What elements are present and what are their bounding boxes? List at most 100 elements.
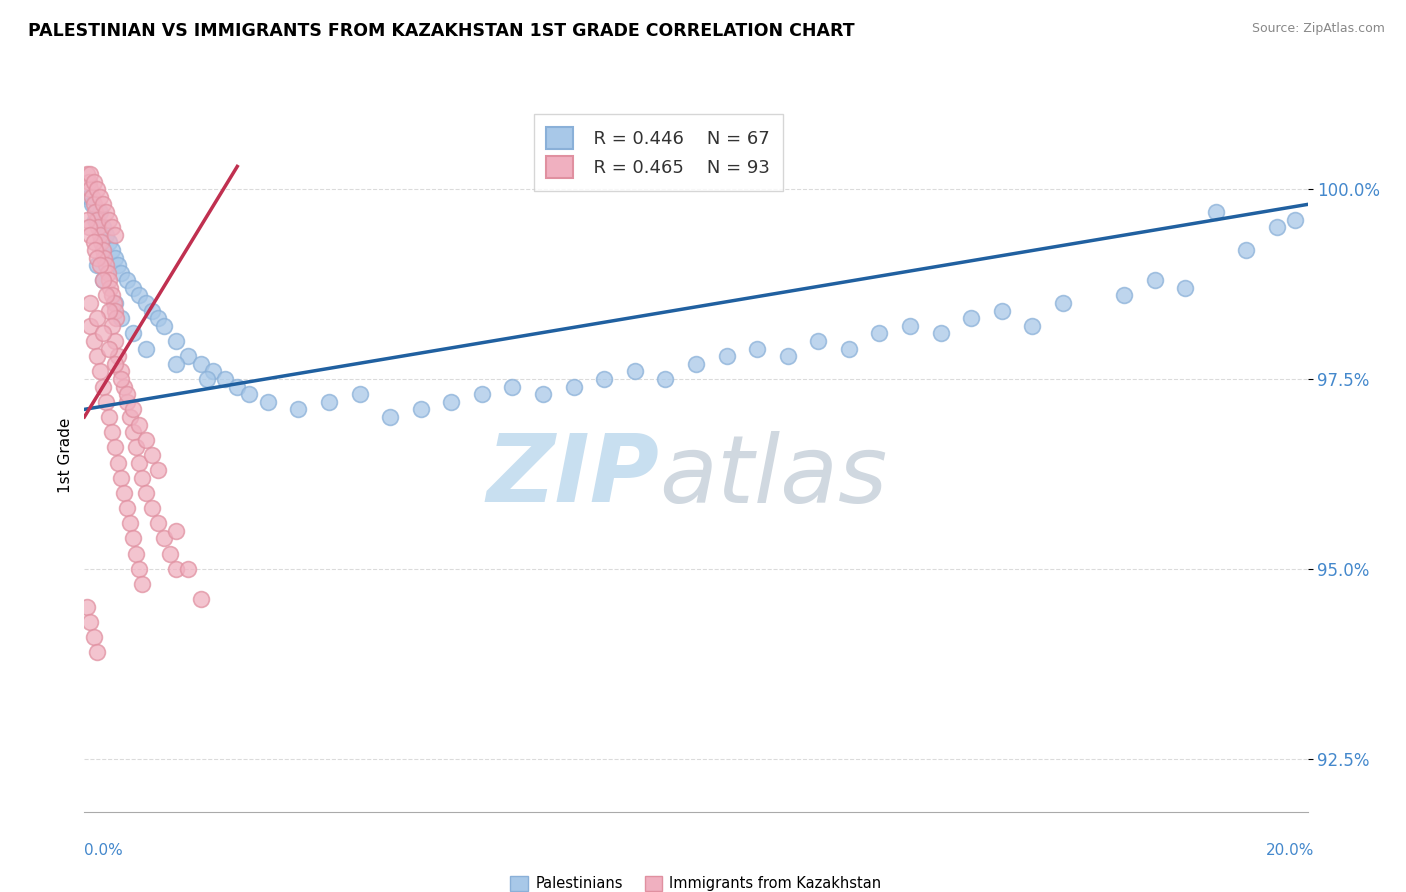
Point: [745, 342, 768, 356]
Point: [128, 417, 150, 432]
Point: [257, 394, 280, 409]
Point: [79, 227, 101, 242]
Point: [165, 524, 187, 538]
Point: [77, 175, 100, 189]
Point: [83, 334, 105, 348]
Point: [593, 372, 616, 386]
Point: [110, 372, 132, 386]
Point: [94, 288, 117, 302]
Point: [107, 258, 129, 272]
Point: [125, 547, 148, 561]
Point: [122, 281, 145, 295]
Point: [122, 402, 145, 417]
Point: [146, 311, 169, 326]
Point: [84, 205, 107, 219]
Point: [990, 303, 1012, 318]
Point: [141, 303, 163, 318]
Point: [776, 349, 799, 363]
Point: [76, 212, 98, 227]
Point: [104, 296, 127, 310]
Point: [195, 372, 218, 386]
Point: [101, 288, 124, 302]
Point: [97, 303, 120, 318]
Text: ZIP: ZIP: [486, 430, 659, 523]
Point: [98, 281, 121, 295]
Point: [115, 273, 138, 287]
Text: atlas: atlas: [659, 431, 887, 522]
Point: [90, 235, 112, 250]
Point: [135, 296, 157, 310]
Point: [103, 296, 125, 310]
Point: [1052, 296, 1074, 310]
Point: [898, 318, 921, 333]
Point: [1021, 318, 1043, 333]
Point: [94, 227, 117, 242]
Point: [79, 167, 101, 181]
Point: [80, 197, 103, 211]
Point: [94, 394, 117, 409]
Point: [97, 342, 120, 356]
Point: [159, 547, 181, 561]
Point: [125, 440, 148, 454]
Point: [115, 501, 138, 516]
Point: [128, 288, 150, 302]
Point: [83, 630, 105, 644]
Point: [1114, 288, 1136, 302]
Point: [86, 251, 108, 265]
Point: [685, 357, 707, 371]
Text: Source: ZipAtlas.com: Source: ZipAtlas.com: [1251, 22, 1385, 36]
Point: [79, 615, 101, 629]
Point: [91, 273, 114, 287]
Point: [101, 220, 124, 235]
Point: [84, 243, 107, 257]
Legend: Palestinians, Immigrants from Kazakhstan: Palestinians, Immigrants from Kazakhstan: [505, 870, 887, 892]
Point: [104, 303, 127, 318]
Point: [104, 251, 127, 265]
Point: [89, 227, 111, 242]
Point: [409, 402, 432, 417]
Point: [83, 197, 105, 211]
Y-axis label: 1st Grade: 1st Grade: [58, 417, 73, 492]
Point: [89, 205, 111, 219]
Point: [135, 433, 157, 447]
Text: PALESTINIAN VS IMMIGRANTS FROM KAZAKHSTAN 1ST GRADE CORRELATION CHART: PALESTINIAN VS IMMIGRANTS FROM KAZAKHSTA…: [28, 22, 855, 40]
Point: [214, 372, 236, 386]
Point: [146, 463, 169, 477]
Point: [1174, 281, 1197, 295]
Point: [501, 379, 523, 393]
Point: [838, 342, 860, 356]
Point: [89, 364, 111, 378]
Point: [79, 296, 101, 310]
Point: [929, 326, 952, 341]
Point: [120, 516, 142, 531]
Point: [153, 318, 176, 333]
Point: [122, 532, 145, 546]
Point: [1265, 220, 1288, 235]
Point: [104, 440, 127, 454]
Point: [89, 258, 111, 272]
Point: [79, 318, 101, 333]
Point: [86, 311, 108, 326]
Point: [97, 212, 120, 227]
Text: 0.0%: 0.0%: [84, 843, 124, 858]
Point: [104, 227, 127, 242]
Point: [153, 532, 176, 546]
Point: [76, 167, 98, 181]
Point: [97, 273, 120, 287]
Point: [107, 456, 129, 470]
Point: [76, 599, 98, 614]
Point: [97, 266, 120, 280]
Point: [531, 387, 554, 401]
Point: [226, 379, 249, 393]
Point: [165, 562, 187, 576]
Point: [115, 387, 138, 401]
Point: [115, 394, 138, 409]
Point: [91, 379, 114, 393]
Point: [112, 486, 135, 500]
Point: [190, 592, 212, 607]
Point: [86, 212, 108, 227]
Point: [1284, 212, 1306, 227]
Point: [104, 334, 127, 348]
Point: [471, 387, 494, 401]
Point: [112, 379, 135, 393]
